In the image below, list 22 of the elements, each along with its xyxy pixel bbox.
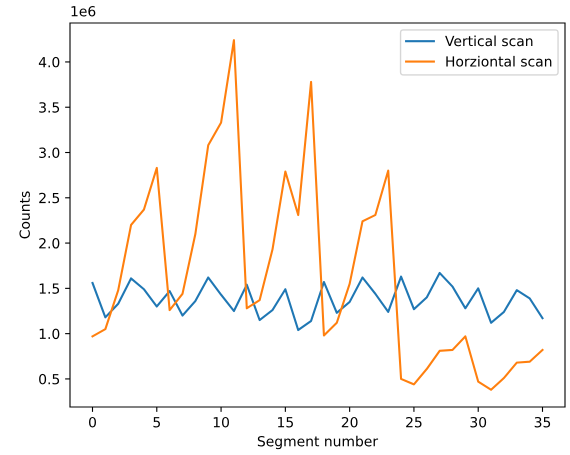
- y-tick-label: 2.0: [39, 238, 60, 249]
- x-tick-label: 15: [278, 417, 293, 428]
- line-series: [91, 272, 544, 332]
- y-tick-label: 1.0: [40, 328, 60, 340]
- x-tick-label: 25: [406, 416, 422, 428]
- y-tick-label: 3.5: [39, 102, 60, 113]
- legend-label: Vertical scan: [445, 36, 532, 46]
- y-tick-label: 0.5: [39, 374, 60, 384]
- x-tick-label: 35: [534, 416, 550, 428]
- y-tick-label: 4.0: [38, 56, 60, 68]
- y-axis-title: Counts: [19, 191, 30, 238]
- x-tick-label: 0: [88, 416, 96, 428]
- x-axis-title: Segment number: [258, 436, 378, 450]
- x-tick-label: 5: [153, 417, 160, 428]
- y-tick-label: 1.5: [40, 284, 60, 294]
- x-tick-label: 10: [214, 416, 229, 428]
- y-tick-label: 2.5: [39, 192, 60, 204]
- text: 1e6: [72, 6, 96, 16]
- x-tick-label: 20: [342, 416, 358, 428]
- y-tick-label: 3.0: [39, 147, 60, 158]
- legend-label: Horziontal scan: [446, 56, 552, 67]
- x-tick-label: 30: [470, 416, 486, 428]
